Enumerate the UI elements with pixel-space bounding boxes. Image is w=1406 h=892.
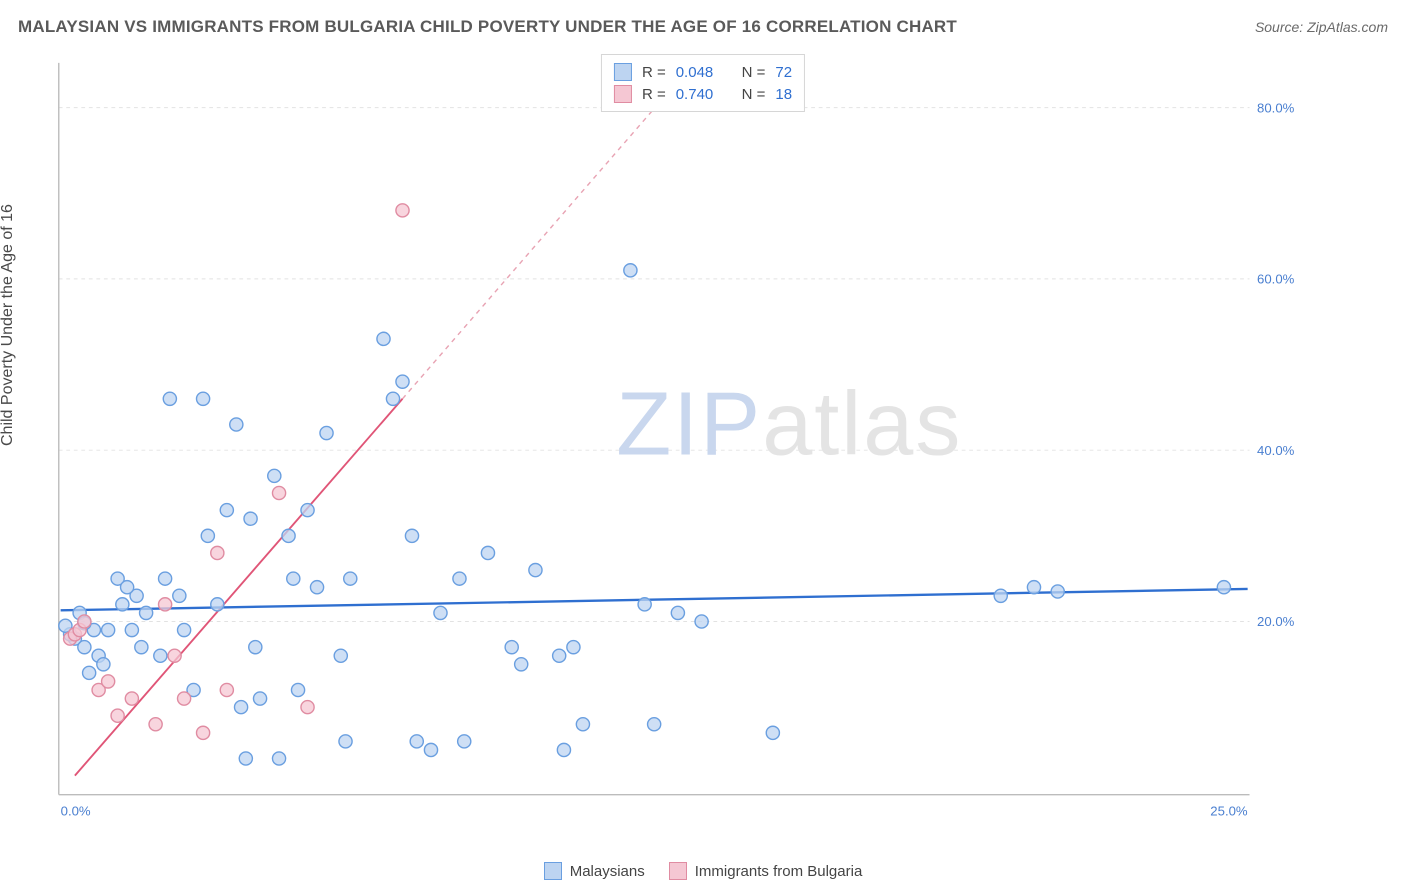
svg-text:0.0%: 0.0% xyxy=(61,803,91,818)
scatter-chart: 20.0% 40.0% 60.0% 80.0% 0.0% 25.0% xyxy=(55,52,1321,830)
svg-text:20.0%: 20.0% xyxy=(1257,614,1295,629)
corr-n-label: N = xyxy=(742,86,766,103)
legend-label-bulgaria: Immigrants from Bulgaria xyxy=(695,863,863,880)
corr-r-label: R = xyxy=(642,64,666,81)
swatch-bulgaria-icon xyxy=(614,85,632,103)
y-axis-label: Child Poverty Under the Age of 16 xyxy=(0,204,17,446)
correlation-legend: R = 0.048 N = 72 R = 0.740 N = 18 xyxy=(601,54,805,112)
svg-text:40.0%: 40.0% xyxy=(1257,443,1295,458)
corr-n-value-bulgaria: 18 xyxy=(775,86,792,103)
legend-item-malaysians: Malaysians xyxy=(544,862,645,880)
corr-row-malaysians: R = 0.048 N = 72 xyxy=(614,61,792,83)
chart-title: MALAYSIAN VS IMMIGRANTS FROM BULGARIA CH… xyxy=(18,17,957,37)
svg-text:60.0%: 60.0% xyxy=(1257,272,1295,287)
plot-area: ZIPatlas 20.0%40.0%60.0%80.0%0.0%25.0% xyxy=(55,52,1321,830)
swatch-malaysians-icon xyxy=(614,63,632,81)
corr-n-value-malaysians: 72 xyxy=(775,64,792,81)
corr-r-value-bulgaria: 0.740 xyxy=(676,86,714,103)
corr-r-value-malaysians: 0.048 xyxy=(676,64,714,81)
corr-row-bulgaria: R = 0.740 N = 18 xyxy=(614,83,792,105)
source-name: ZipAtlas.com xyxy=(1307,19,1388,35)
swatch-bulgaria-icon xyxy=(669,862,687,880)
corr-r-label: R = xyxy=(642,86,666,103)
series-legend: Malaysians Immigrants from Bulgaria xyxy=(0,862,1406,880)
legend-item-bulgaria: Immigrants from Bulgaria xyxy=(669,862,863,880)
svg-text:25.0%: 25.0% xyxy=(1210,803,1248,818)
corr-n-label: N = xyxy=(742,64,766,81)
source-attribution: Source: ZipAtlas.com xyxy=(1255,19,1388,35)
source-prefix: Source: xyxy=(1255,19,1307,35)
legend-label-malaysians: Malaysians xyxy=(570,863,645,880)
svg-text:80.0%: 80.0% xyxy=(1257,100,1295,115)
swatch-malaysians-icon xyxy=(544,862,562,880)
